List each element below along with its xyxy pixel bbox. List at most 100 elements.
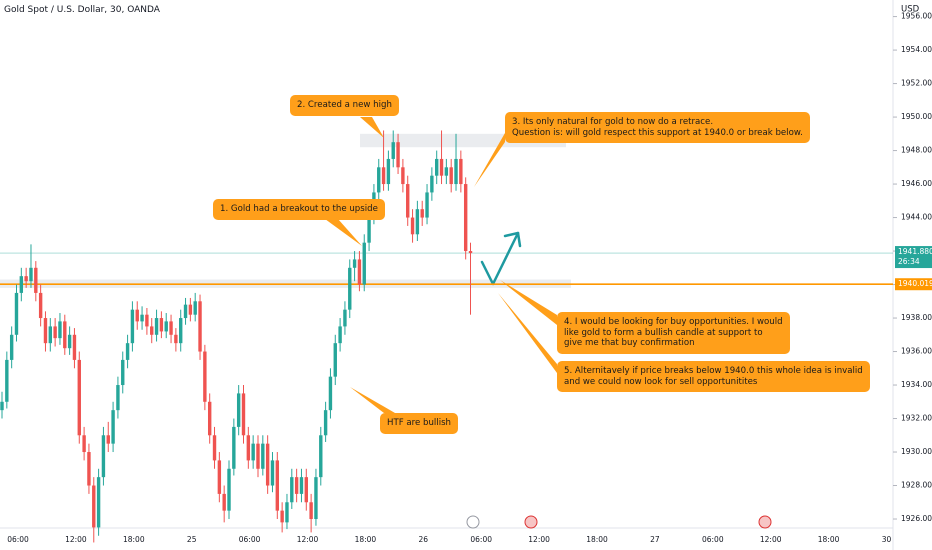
candle-body [357,259,362,285]
x-tick-label: 06:00 [7,535,29,544]
annotation: 5. Alternitavely if price breaks below 1… [557,361,870,392]
candle-body [207,401,212,436]
candle-body [67,334,72,349]
x-tick-label: 25 [187,535,197,544]
annotation: 4. I would be looking for buy opportunit… [557,312,790,354]
candle-body [53,326,57,339]
candle-body [406,184,410,218]
candle-body [265,443,270,486]
annotation-line: 1. Gold had a breakout to the upside [220,204,378,214]
candle-body [72,334,77,360]
candle-body [58,321,62,339]
candle-body [140,314,144,322]
candle-body [304,477,308,503]
candle-body [48,326,52,344]
candle-body [386,158,391,185]
candle-body [362,242,366,285]
x-tick-label: 27 [650,535,660,544]
candle-body [367,217,371,243]
candle-body [463,184,468,252]
x-tick-label: 18:00 [123,535,145,544]
y-tick-label: 1952.00 [901,79,932,88]
candle-body [38,292,43,319]
tail [474,133,505,187]
candle-body [203,351,207,402]
x-tick-label: 12:00 [297,535,319,544]
support-tag-label: 1940.019 [898,279,932,288]
annotation-line: 4. I would be looking for buy opportunit… [564,317,783,327]
x-tick-label: 06:00 [470,535,492,544]
tail [500,280,557,325]
annotation-line: HTF are bullish [387,418,452,428]
candle-body [294,477,299,494]
tail [360,117,384,138]
candle-body [217,460,222,494]
candle-body [82,435,86,453]
candle-body [96,477,101,528]
candle-body [24,276,28,282]
callout-tails [325,117,557,413]
candle-body [63,321,67,349]
candle-body [183,304,188,319]
arrow-path [480,231,520,286]
candle-body [5,359,9,402]
candle-body [164,321,168,332]
event-icon[interactable] [466,515,480,529]
x-tick-label: 18:00 [586,535,608,544]
candle-body [391,142,395,159]
event-icon[interactable] [524,515,538,529]
candle-body [439,158,444,176]
candle-body [154,318,159,335]
candle-body [468,251,473,254]
candle-body [270,460,275,486]
candle-body [159,318,164,332]
candle-body [338,326,342,344]
candle-body [444,167,449,176]
tail [325,219,362,246]
candle-body [241,393,246,436]
candle-body [410,217,415,235]
y-tick-label: 1934.00 [901,380,932,389]
x-tick-label: 26 [419,535,429,544]
candle-body [319,435,323,478]
candle-body [92,485,96,528]
annotation: 3. Its only natural for gold to now do a… [505,112,810,143]
candle-body [188,304,193,315]
candle-body [454,158,458,185]
x-tick-label: 06:00 [239,535,261,544]
y-tick-label: 1938.00 [901,313,932,322]
candle-body [212,435,217,461]
candle-body [227,468,231,511]
candle-body [261,443,265,469]
y-tick-label: 1944.00 [901,213,932,222]
last-price-tag-label: 1941.880 [898,247,932,256]
annotation-line: Question is: will gold respect this supp… [512,127,803,138]
candle-body [106,435,110,444]
candle-body [135,309,139,322]
countdown-label: 26:34 [898,257,920,266]
candle-body [236,393,241,427]
candle-body [101,435,106,478]
y-tick-label: 1946.00 [901,179,932,188]
candle-body [193,301,197,315]
candle-body [430,175,434,193]
annotation: HTF are bullish [380,413,459,434]
candle-body [169,321,173,335]
candle-body [116,385,120,411]
candle-body [0,401,4,411]
annotation-line: give me that buy confirmation [564,338,695,348]
tail [350,387,395,413]
candle-body [34,267,38,293]
candle-body [77,359,81,436]
annotation: 2. Created a new high [290,95,399,116]
candle-body [323,410,328,436]
event-icons [466,515,772,529]
annotation-line: and we could now look for sell opportuni… [564,376,758,387]
y-tick-label: 1948.00 [901,146,932,155]
candle-body [377,167,381,193]
y-tick-label: 1926.00 [901,514,932,523]
candle-body [299,477,304,494]
candle-body [275,460,280,511]
x-tick-label: 12:00 [760,535,782,544]
event-icon[interactable] [758,515,772,529]
